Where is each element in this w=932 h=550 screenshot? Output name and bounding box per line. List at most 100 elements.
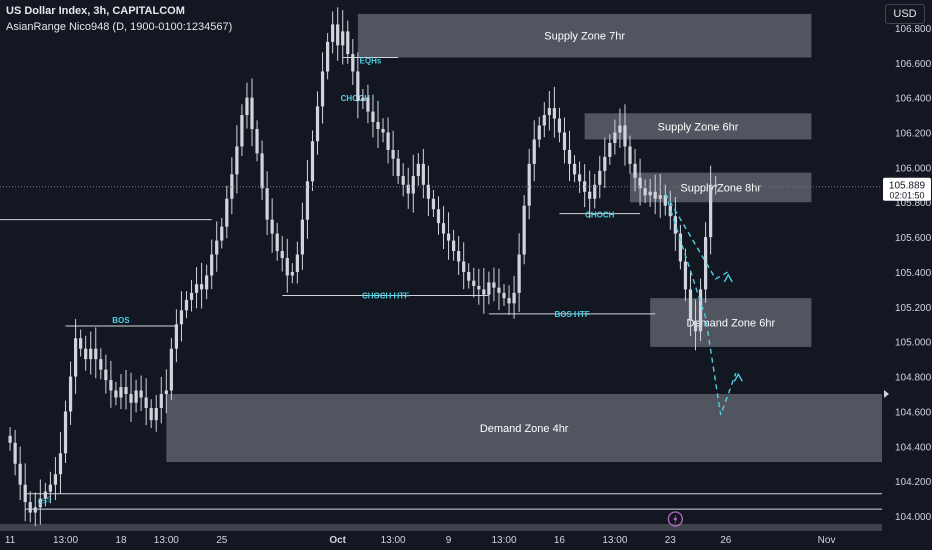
structure-label: BOS HTF [554, 310, 589, 319]
x-tick-label: 13:00 [381, 535, 406, 546]
candle-body [709, 184, 713, 238]
candle-body [431, 198, 436, 210]
indicator-legend[interactable]: AsianRange Nico948 (D, 1900-0100:1234567… [6, 21, 233, 33]
candle-body [472, 280, 476, 286]
candle-body [588, 191, 592, 199]
candle-body [265, 188, 269, 220]
y-tick-label: 104.200 [895, 477, 932, 488]
zone-label: Demand Zone 6hr [686, 318, 775, 330]
chart-title: US Dollar Index, 3h, CAPITALCOM [6, 5, 185, 17]
candle-body [89, 348, 93, 360]
candle-body [164, 390, 168, 395]
candle-body [623, 125, 627, 147]
candle-body [154, 407, 158, 421]
x-tick-label: 13:00 [53, 535, 78, 546]
candle-body [436, 209, 441, 224]
candle-body [260, 153, 264, 189]
candle-body [18, 463, 22, 485]
structure-label: BOS [112, 316, 130, 325]
candle-body [235, 146, 239, 175]
x-tick-label: 11 [5, 535, 16, 546]
candle-body [134, 390, 138, 403]
y-tick-label: 105.400 [895, 268, 932, 279]
x-tick-label: 13:00 [491, 535, 516, 546]
candle-body [38, 498, 42, 508]
x-tick-label: 13:00 [602, 535, 627, 546]
candle-body [502, 292, 506, 299]
x-tick-label: 13:00 [154, 535, 179, 546]
candle-body [109, 380, 113, 391]
projection-path [664, 193, 737, 416]
x-tick-label: 26 [720, 535, 732, 546]
candle-body [633, 163, 637, 178]
candle-body [179, 310, 184, 325]
candle-body [341, 31, 345, 46]
candle-body [693, 320, 698, 332]
candle-body [315, 106, 320, 142]
candle-body [13, 442, 17, 464]
projection-arrowhead [723, 273, 733, 283]
candle-body [618, 125, 622, 133]
candle-body [477, 285, 481, 290]
candle-body [225, 198, 229, 227]
candle-body [245, 97, 249, 116]
candle-body [199, 284, 204, 290]
candle-body [462, 261, 466, 272]
structure-label: EQHs [360, 57, 382, 66]
candle-body [325, 41, 330, 72]
candle-body [487, 282, 491, 295]
candle-body [421, 163, 425, 185]
candle-body [119, 387, 123, 398]
zone [584, 113, 812, 140]
price-countdown: 02:01:50 [889, 191, 924, 201]
candle-body [169, 348, 173, 391]
candle-body [43, 491, 47, 499]
candle-body [320, 71, 325, 107]
candle-body [673, 216, 677, 234]
candle-body [300, 219, 305, 255]
x-tick-label: Nov [818, 535, 836, 546]
x-tick-label: 25 [216, 535, 228, 546]
candle-body [396, 158, 400, 177]
candle-body [411, 176, 415, 194]
y-tick-label: 106.600 [895, 59, 932, 70]
candle-body [28, 502, 32, 513]
candle-body [356, 71, 360, 102]
candle-body [522, 205, 526, 255]
candle-body [275, 233, 279, 252]
candle-body [310, 141, 315, 182]
candle-body [270, 219, 274, 234]
candle-body [391, 149, 395, 159]
candle-body [653, 191, 657, 199]
candle-body [714, 184, 718, 187]
candle-body [613, 132, 617, 143]
candle-body [53, 474, 58, 485]
candle-body [658, 195, 662, 199]
candle-body [441, 223, 446, 234]
candle-body [215, 240, 219, 255]
candle-body [628, 146, 632, 164]
candle-body [285, 258, 289, 276]
y-tick-label: 104.000 [895, 512, 932, 523]
price-label: 105.889 [889, 181, 926, 192]
candle-body [240, 115, 244, 147]
swing-label: SSS [37, 496, 53, 507]
currency-button[interactable]: USD [885, 4, 925, 24]
candle-body [698, 289, 703, 332]
candle-body [139, 390, 143, 398]
candle-body [527, 163, 531, 206]
lightning-icon-glyph [673, 514, 678, 524]
candle-body [492, 282, 496, 288]
candle-body [23, 484, 27, 503]
y-tick-label: 106.800 [895, 24, 932, 35]
x-tick-label: 18 [115, 535, 127, 546]
x-tick-label: 23 [665, 535, 677, 546]
candle-body [376, 122, 380, 130]
candle-body [205, 275, 209, 290]
candle-body [547, 108, 551, 116]
candle-body [643, 188, 647, 196]
candle-body [593, 184, 597, 199]
